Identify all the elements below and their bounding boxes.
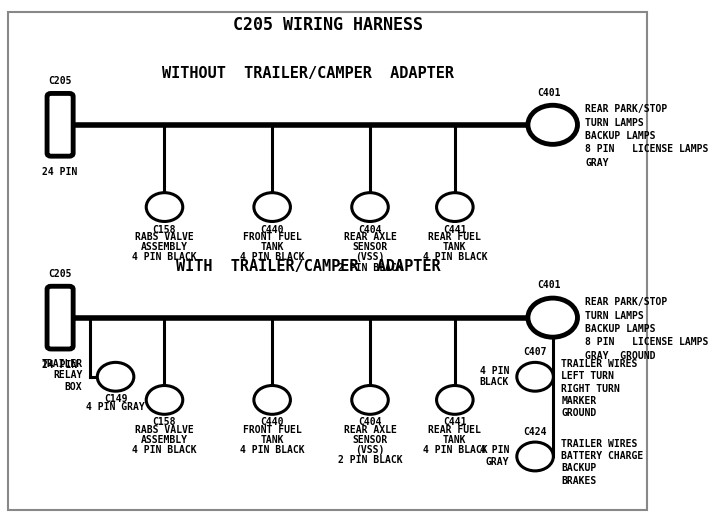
Text: TRAILER WIRES: TRAILER WIRES [561, 438, 637, 449]
Text: C158: C158 [153, 224, 176, 235]
Text: SENSOR: SENSOR [352, 435, 387, 445]
Text: REAR FUEL: REAR FUEL [428, 232, 481, 242]
Text: C205: C205 [48, 76, 72, 86]
Text: RABS VALVE: RABS VALVE [135, 424, 194, 435]
Text: TANK: TANK [261, 242, 284, 252]
Text: MARKER: MARKER [561, 396, 596, 406]
Text: 4 PIN GRAY: 4 PIN GRAY [86, 402, 145, 413]
Text: C205: C205 [48, 269, 72, 279]
Text: REAR AXLE: REAR AXLE [343, 424, 397, 435]
Text: SENSOR: SENSOR [352, 242, 387, 252]
Text: C205 WIRING HARNESS: C205 WIRING HARNESS [233, 16, 423, 34]
Text: 4 PIN: 4 PIN [480, 445, 509, 455]
Circle shape [97, 362, 134, 391]
Text: 4 PIN: 4 PIN [480, 366, 509, 375]
Text: BACKUP: BACKUP [561, 463, 596, 473]
Text: FRONT FUEL: FRONT FUEL [243, 232, 302, 242]
Text: REAR AXLE: REAR AXLE [343, 232, 397, 242]
Text: C149: C149 [104, 394, 127, 404]
Text: RABS VALVE: RABS VALVE [135, 232, 194, 242]
Text: BACKUP LAMPS: BACKUP LAMPS [585, 324, 656, 334]
Circle shape [146, 386, 183, 414]
Text: TRAILER: TRAILER [41, 359, 82, 369]
Text: 4 PIN BLACK: 4 PIN BLACK [240, 445, 305, 455]
Text: 8 PIN   LICENSE LAMPS: 8 PIN LICENSE LAMPS [585, 144, 708, 155]
Circle shape [436, 386, 473, 414]
Text: 8 PIN   LICENSE LAMPS: 8 PIN LICENSE LAMPS [585, 337, 708, 347]
Text: BOX: BOX [65, 382, 82, 391]
Text: GRAY: GRAY [585, 158, 609, 168]
Text: REAR PARK/STOP: REAR PARK/STOP [585, 104, 667, 114]
FancyBboxPatch shape [47, 94, 73, 156]
Circle shape [254, 193, 290, 221]
Circle shape [517, 362, 554, 391]
Text: REAR FUEL: REAR FUEL [428, 424, 481, 435]
Text: 4 PIN BLACK: 4 PIN BLACK [423, 445, 487, 455]
Text: TURN LAMPS: TURN LAMPS [585, 118, 644, 128]
Text: GRAY  GROUND: GRAY GROUND [585, 351, 656, 361]
Text: C441: C441 [443, 224, 467, 235]
FancyBboxPatch shape [47, 286, 73, 349]
Text: RIGHT TURN: RIGHT TURN [561, 384, 620, 393]
Text: TANK: TANK [443, 242, 467, 252]
Text: 4 PIN BLACK: 4 PIN BLACK [240, 252, 305, 262]
Text: BATTERY CHARGE: BATTERY CHARGE [561, 451, 644, 461]
Text: TANK: TANK [261, 435, 284, 445]
Circle shape [146, 193, 183, 221]
Text: 4 PIN BLACK: 4 PIN BLACK [132, 252, 197, 262]
Text: C404: C404 [359, 224, 382, 235]
Circle shape [436, 193, 473, 221]
Text: (VSS): (VSS) [356, 252, 384, 262]
Text: WITHOUT  TRAILER/CAMPER  ADAPTER: WITHOUT TRAILER/CAMPER ADAPTER [162, 66, 454, 81]
Text: TANK: TANK [443, 435, 467, 445]
Text: TURN LAMPS: TURN LAMPS [585, 311, 644, 321]
Text: 2 PIN BLACK: 2 PIN BLACK [338, 455, 402, 465]
Text: C440: C440 [261, 224, 284, 235]
Text: WITH  TRAILER/CAMPER  ADAPTER: WITH TRAILER/CAMPER ADAPTER [176, 258, 441, 273]
Circle shape [528, 298, 577, 337]
Text: REAR PARK/STOP: REAR PARK/STOP [585, 297, 667, 307]
Text: 4 PIN BLACK: 4 PIN BLACK [132, 445, 197, 455]
Circle shape [352, 193, 388, 221]
Text: C404: C404 [359, 417, 382, 428]
Circle shape [517, 442, 554, 471]
Text: 24 PIN: 24 PIN [42, 167, 78, 177]
Text: C440: C440 [261, 417, 284, 428]
Text: (VSS): (VSS) [356, 445, 384, 455]
Text: BRAKES: BRAKES [561, 476, 596, 485]
Text: C407: C407 [523, 347, 546, 357]
Text: FRONT FUEL: FRONT FUEL [243, 424, 302, 435]
Text: ASSEMBLY: ASSEMBLY [141, 242, 188, 252]
Text: 4 PIN BLACK: 4 PIN BLACK [423, 252, 487, 262]
Circle shape [528, 105, 577, 144]
Text: BACKUP LAMPS: BACKUP LAMPS [585, 131, 656, 141]
Text: C158: C158 [153, 417, 176, 428]
Text: C401: C401 [538, 280, 561, 291]
Text: 2 PIN BLACK: 2 PIN BLACK [338, 263, 402, 272]
Text: C401: C401 [538, 87, 561, 98]
Text: LEFT TURN: LEFT TURN [561, 371, 614, 381]
Text: 24 PIN: 24 PIN [42, 360, 78, 370]
Text: C424: C424 [523, 427, 546, 437]
Text: BLACK: BLACK [480, 377, 509, 387]
Text: TRAILER WIRES: TRAILER WIRES [561, 359, 637, 369]
Text: C441: C441 [443, 417, 467, 428]
Text: ASSEMBLY: ASSEMBLY [141, 435, 188, 445]
Circle shape [254, 386, 290, 414]
Text: GRAY: GRAY [485, 457, 509, 467]
Text: RELAY: RELAY [53, 370, 82, 380]
Text: GROUND: GROUND [561, 408, 596, 418]
Circle shape [352, 386, 388, 414]
